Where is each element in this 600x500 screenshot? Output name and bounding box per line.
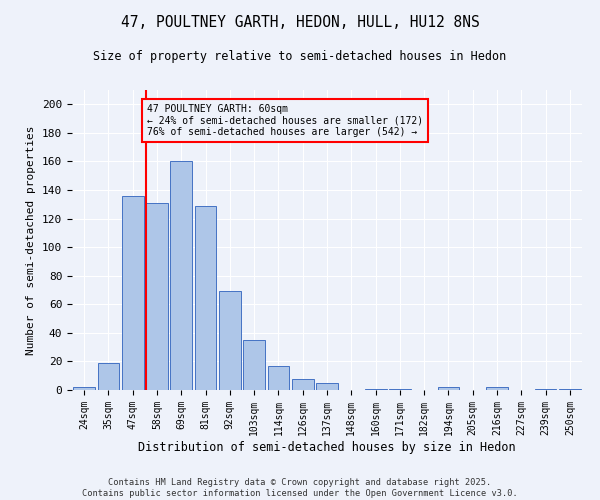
Bar (486, 387, 508, 390)
Text: 47, POULTNEY GARTH, HEDON, HULL, HU12 8NS: 47, POULTNEY GARTH, HEDON, HULL, HU12 8N… (121, 15, 479, 30)
Bar (316, 383, 338, 390)
Bar (437, 387, 460, 390)
Bar (122, 196, 143, 390)
Bar (268, 366, 289, 390)
Bar (73, 387, 95, 390)
X-axis label: Distribution of semi-detached houses by size in Hedon: Distribution of semi-detached houses by … (138, 440, 516, 454)
Bar (194, 206, 217, 390)
Bar (146, 203, 168, 390)
Bar (170, 162, 192, 390)
Bar (559, 388, 581, 390)
Bar (243, 340, 265, 390)
Text: 47 POULTNEY GARTH: 60sqm
← 24% of semi-detached houses are smaller (172)
76% of : 47 POULTNEY GARTH: 60sqm ← 24% of semi-d… (147, 104, 424, 138)
Bar (97, 363, 119, 390)
Y-axis label: Number of semi-detached properties: Number of semi-detached properties (26, 125, 37, 355)
Bar (292, 378, 314, 390)
Bar (365, 388, 386, 390)
Bar (389, 388, 411, 390)
Bar (219, 292, 241, 390)
Text: Size of property relative to semi-detached houses in Hedon: Size of property relative to semi-detach… (94, 50, 506, 63)
Bar (535, 388, 556, 390)
Text: Contains HM Land Registry data © Crown copyright and database right 2025.
Contai: Contains HM Land Registry data © Crown c… (82, 478, 518, 498)
